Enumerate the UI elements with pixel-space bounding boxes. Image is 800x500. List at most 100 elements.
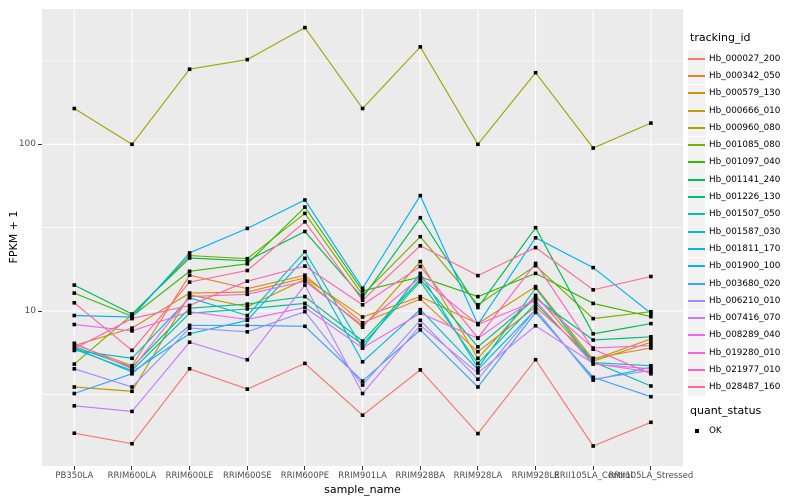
data-point xyxy=(245,387,250,391)
data-point xyxy=(303,256,307,261)
legend-item-Hb_001085_080: Hb_001085_080 xyxy=(688,136,800,154)
data-point xyxy=(476,349,480,354)
data-point xyxy=(533,307,538,312)
x-tick-label-RRIM600LE: RRIM600LE xyxy=(165,471,214,481)
data-point xyxy=(130,367,134,371)
x-tick-label-RRIM928LA: RRIM928LA xyxy=(453,471,503,481)
data-point xyxy=(72,283,77,287)
data-point xyxy=(187,253,192,258)
data-point xyxy=(591,332,595,336)
x-tick-label-RRIM600PE: RRIM600PE xyxy=(280,471,330,481)
data-point xyxy=(533,299,538,303)
legend-item-Hb_008289_040: Hb_008289_040 xyxy=(688,326,800,344)
data-point xyxy=(533,357,538,362)
data-point xyxy=(360,413,365,417)
plot-canvas xyxy=(42,9,683,466)
data-point xyxy=(418,215,423,220)
data-point xyxy=(418,234,423,239)
data-point xyxy=(187,306,192,310)
data-point xyxy=(591,146,595,150)
data-point xyxy=(591,444,595,448)
data-point xyxy=(245,256,250,261)
data-point xyxy=(245,279,250,283)
legend-item-label: Hb_000666_010 xyxy=(709,105,781,116)
legend-key-line-icon xyxy=(688,119,705,137)
legend-item-Hb_019280_010: Hb_019280_010 xyxy=(688,344,800,362)
legend-key-line-icon xyxy=(688,67,705,85)
data-point xyxy=(418,271,423,276)
legend-item-label: Hb_000027_200 xyxy=(709,53,781,64)
data-point xyxy=(418,45,423,49)
legend-item-Hb_001097_040: Hb_001097_040 xyxy=(688,153,800,171)
data-point xyxy=(533,286,538,290)
data-point xyxy=(476,377,480,381)
legend-item-Hb_000027_200: Hb_000027_200 xyxy=(688,50,800,68)
data-point xyxy=(72,404,77,408)
legend-key-line-icon xyxy=(688,275,705,292)
legend-item-Hb_000342_050: Hb_000342_050 xyxy=(688,67,800,85)
data-point xyxy=(360,296,365,300)
x-axis-title: sample_name xyxy=(324,483,401,496)
legend-item-Hb_001900_100: Hb_001900_100 xyxy=(688,257,800,275)
data-point xyxy=(130,326,134,330)
x-tick-mark xyxy=(650,466,652,470)
data-point xyxy=(533,310,538,315)
legend: tracking_id Hb_000027_200 Hb_000342_050 Hb… xyxy=(688,31,800,439)
data-point xyxy=(303,249,307,254)
x-tick-label-RRIM928LE: RRIM928LE xyxy=(511,471,560,481)
x-tick-label-RRIM928BA: RRIM928BA xyxy=(395,471,446,481)
data-point xyxy=(418,297,423,301)
legend-key-line-icon xyxy=(688,309,705,327)
data-point xyxy=(130,409,134,414)
data-point xyxy=(303,309,307,314)
legend-key-line-icon xyxy=(688,50,705,68)
legend-item-Hb_001141_240: Hb_001141_240 xyxy=(688,171,800,189)
data-point xyxy=(360,293,365,297)
data-point xyxy=(591,347,595,351)
data-point xyxy=(418,328,423,332)
x-tick-label-PB350LA: PB350LA xyxy=(55,471,94,481)
legend-item-Hb_003680_020: Hb_003680_020 xyxy=(688,275,800,292)
x-tick-label-RRII105LA_Stressed: RRII105LA_Stressed xyxy=(608,471,694,481)
data-point xyxy=(245,290,250,294)
data-point xyxy=(245,357,250,362)
data-point xyxy=(476,371,480,375)
data-point xyxy=(72,301,77,305)
data-point xyxy=(418,279,423,284)
data-point xyxy=(303,273,307,277)
legend-item-Hb_001226_130: Hb_001226_130 xyxy=(688,188,800,206)
data-point xyxy=(360,339,365,343)
data-point xyxy=(476,303,480,307)
data-point xyxy=(360,321,365,325)
legend-key-line-icon xyxy=(688,326,705,344)
data-point xyxy=(649,314,653,319)
data-point xyxy=(130,348,134,353)
data-point xyxy=(130,372,134,376)
data-point xyxy=(245,305,250,309)
legend-item-label: Hb_001811_170 xyxy=(709,243,781,254)
plot-panel xyxy=(42,9,683,466)
x-tick-mark xyxy=(535,466,537,470)
data-point xyxy=(187,294,192,299)
data-point xyxy=(649,346,653,350)
data-point xyxy=(476,322,480,327)
data-point xyxy=(418,277,423,282)
data-point xyxy=(303,361,307,366)
data-point xyxy=(533,305,538,309)
data-point xyxy=(187,256,192,260)
data-point xyxy=(649,340,653,344)
data-point xyxy=(418,275,423,280)
legend-item-label: Hb_001141_240 xyxy=(709,174,781,185)
data-point xyxy=(591,288,595,292)
data-point xyxy=(418,318,423,323)
legend-key-line-icon xyxy=(688,344,705,362)
data-point xyxy=(303,205,307,209)
legend-key-line-icon xyxy=(688,205,705,223)
legend-quant-entries: OK xyxy=(688,422,800,439)
data-point xyxy=(245,292,250,297)
data-point xyxy=(533,245,538,250)
data-point xyxy=(130,385,134,389)
data-point xyxy=(72,346,77,351)
data-point xyxy=(187,326,192,330)
legend-item-label: Hb_000579_130 xyxy=(709,88,781,99)
